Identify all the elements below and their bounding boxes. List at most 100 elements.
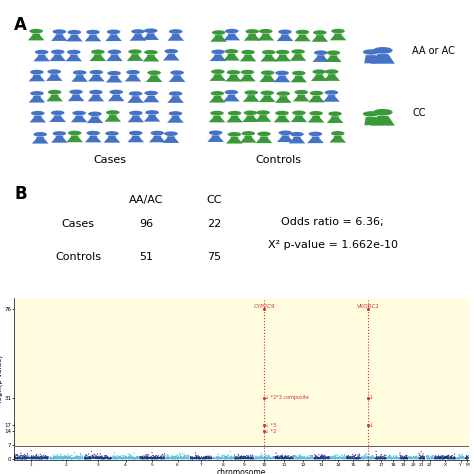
Point xyxy=(447,453,454,461)
Point xyxy=(284,453,292,461)
Point xyxy=(105,455,112,463)
Point xyxy=(50,455,57,463)
Point xyxy=(349,455,357,462)
Point xyxy=(104,453,111,460)
Point xyxy=(66,453,73,461)
Point xyxy=(88,454,95,461)
Point xyxy=(398,455,405,462)
Point xyxy=(278,455,286,463)
Point xyxy=(69,455,77,462)
Point xyxy=(146,455,153,462)
Point xyxy=(201,455,209,462)
Point xyxy=(188,455,196,462)
Point xyxy=(229,455,237,462)
Point xyxy=(228,455,235,463)
Point xyxy=(268,455,275,462)
Point xyxy=(28,455,36,463)
Point xyxy=(52,454,59,462)
Point xyxy=(158,452,165,459)
Point xyxy=(92,454,100,462)
Point xyxy=(122,452,129,460)
Point xyxy=(23,454,30,462)
Point xyxy=(21,453,29,461)
Point xyxy=(139,455,147,462)
Point xyxy=(365,455,373,463)
Polygon shape xyxy=(294,35,311,41)
Point xyxy=(125,454,132,462)
Circle shape xyxy=(325,69,338,74)
Point xyxy=(68,452,75,459)
Point xyxy=(265,454,273,461)
Point xyxy=(457,455,465,463)
Point xyxy=(164,455,172,462)
Point xyxy=(91,455,99,462)
Point xyxy=(115,455,122,462)
Point xyxy=(182,454,189,461)
Point xyxy=(34,454,42,462)
Point xyxy=(345,455,352,462)
Point xyxy=(298,455,306,462)
Point xyxy=(450,455,458,463)
Point xyxy=(442,454,450,461)
Polygon shape xyxy=(244,34,261,41)
Point xyxy=(281,453,289,460)
Point xyxy=(436,455,444,463)
Point xyxy=(365,455,372,462)
Point xyxy=(271,453,279,461)
Point xyxy=(408,454,416,462)
Point xyxy=(320,455,328,462)
Point xyxy=(420,455,428,463)
Point xyxy=(315,451,323,458)
Point xyxy=(280,455,288,462)
Point xyxy=(455,454,462,462)
Point xyxy=(350,453,358,460)
Point xyxy=(436,455,444,463)
Point xyxy=(200,455,208,463)
Point xyxy=(307,455,315,462)
Point xyxy=(316,455,324,463)
Point xyxy=(281,455,289,462)
Point xyxy=(240,455,247,462)
Point xyxy=(169,454,177,461)
Point xyxy=(35,455,42,463)
Point xyxy=(217,455,224,463)
Point xyxy=(60,455,67,463)
Point xyxy=(231,454,239,462)
Point xyxy=(403,455,411,463)
Point xyxy=(314,454,322,461)
Point xyxy=(15,455,23,462)
Point xyxy=(50,454,57,461)
Point xyxy=(188,455,196,463)
Point xyxy=(146,453,154,461)
Point xyxy=(450,454,457,461)
Point xyxy=(30,453,38,461)
Point xyxy=(34,455,41,462)
Point xyxy=(17,449,25,457)
Point xyxy=(211,455,219,462)
Point xyxy=(294,455,302,462)
Point xyxy=(294,455,302,463)
Point xyxy=(457,454,465,462)
Point xyxy=(438,455,446,463)
Point xyxy=(16,455,24,463)
Point xyxy=(102,454,110,461)
Point xyxy=(103,454,111,462)
Point xyxy=(408,455,416,462)
Point xyxy=(329,453,337,460)
Point xyxy=(39,455,46,462)
Point xyxy=(346,454,354,462)
Point xyxy=(144,455,152,462)
Point xyxy=(177,455,184,463)
Point xyxy=(200,454,208,462)
Point xyxy=(223,455,231,462)
Point xyxy=(349,453,356,461)
Circle shape xyxy=(147,71,161,75)
Point xyxy=(377,454,385,462)
Point xyxy=(450,455,457,462)
Point xyxy=(154,453,162,461)
Point xyxy=(33,455,41,463)
Point xyxy=(425,453,432,460)
Point xyxy=(261,455,269,463)
Point xyxy=(50,454,57,461)
Point xyxy=(173,454,181,461)
